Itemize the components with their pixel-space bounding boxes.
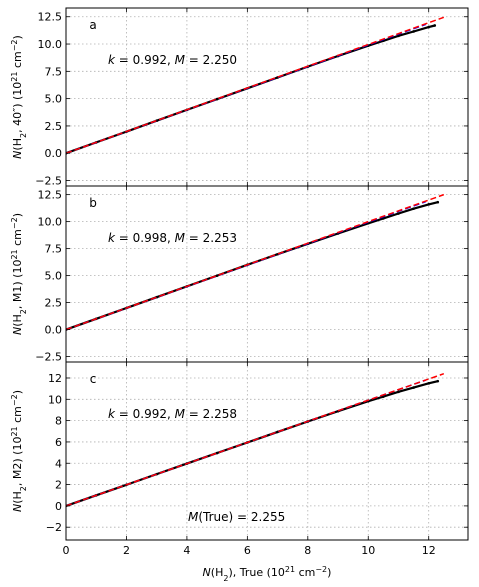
y-tick-label: 10 [48,393,62,406]
panel-label: a [89,18,96,32]
y-axis-label: N(H2, M1) (1021 cm−2) [10,213,28,335]
y-tick-label: 2 [55,479,62,492]
y-tick-label: 5.0 [45,270,63,283]
x-tick-label: 0 [63,544,70,557]
fit-line-red [66,16,445,154]
scatter-point [436,200,440,204]
x-axis-label: N(H2), True (1021 cm−2) [203,565,332,583]
plot-area [66,373,445,508]
plot-area [66,193,445,331]
y-tick-label: 4 [55,457,62,470]
x-tick-label: 6 [244,544,251,557]
scatter-point [427,25,431,29]
panel-b: −2.5 0.0 2.5 5.0 7.5 10.0 12.5 b k = 0.998, M = … [10,185,469,364]
x-tick-label: 8 [304,544,311,557]
y-tick-label: 7.5 [45,243,63,256]
scatter-point [427,382,431,385]
axes-frame [65,361,469,541]
scatter-trace [66,24,436,155]
y-tick-label: −2 [46,521,62,534]
y-tick-label: −2.5 [35,175,62,188]
scatter-point [412,30,415,33]
y-tick-label: 0.0 [45,147,63,160]
scatter-point [436,379,440,383]
y-axis-label: N(H2, 40″) (1021 cm−2) [10,35,28,159]
scatter-point [397,34,400,38]
fit-annotation: k = 0.998, M = 2.253 [108,231,237,245]
y-tick-label: 7.5 [45,65,63,78]
fit-line-red [66,193,445,331]
scatter-point [215,97,219,101]
y-tick-label: 2.5 [45,120,63,133]
scatter-point [427,203,431,206]
y-tick-label: 6 [55,436,62,449]
fit-line-red [66,373,445,507]
scatter-trace [66,380,439,507]
x-tick-label: 2 [123,544,130,557]
x-tick-label: 4 [183,544,190,557]
scatter-point [215,274,219,277]
fit-annotation: k = 0.992, M = 2.258 [108,407,237,421]
y-tick-label: −2.5 [35,351,62,364]
y-tick-label: 12.5 [38,189,63,202]
y-axis-label: N(H2, M2) (1021 cm−2) [10,390,28,512]
x-tick-label: 12 [422,544,436,557]
panel-label: b [89,196,97,210]
scatter-point [215,451,219,455]
scatter-trace [66,201,439,331]
scatter-point [397,212,400,215]
scatter-point [276,430,279,434]
x-tick-label: 10 [361,544,375,557]
y-tick-label: 0 [55,500,62,513]
panel-label: c [90,372,97,386]
true-mass-annotation: M(True) = 2.255 [188,510,285,524]
scatter-point [397,390,400,394]
y-tick-label: 8 [55,415,62,428]
panel-a: −2.5 0.0 2.5 5.0 7.5 10.0 12.5 a k = 0.992, M = … [10,7,469,188]
scatter-point [412,386,415,389]
y-tick-label: 10.0 [38,38,63,51]
scatter-point [412,207,415,210]
y-tick-label: 12 [48,372,62,385]
scatter-point [382,395,385,398]
plot-area [66,16,445,155]
y-tick-label: 0.0 [45,324,63,337]
y-tick-label: 2.5 [45,297,63,310]
y-tick-label: 10.0 [38,216,63,229]
scatter-point [382,217,385,220]
y-tick-label: 12.5 [38,11,63,24]
fit-annotation: k = 0.992, M = 2.250 [108,53,237,67]
scatter-point [433,24,437,27]
y-tick-label: 5.0 [45,93,63,106]
